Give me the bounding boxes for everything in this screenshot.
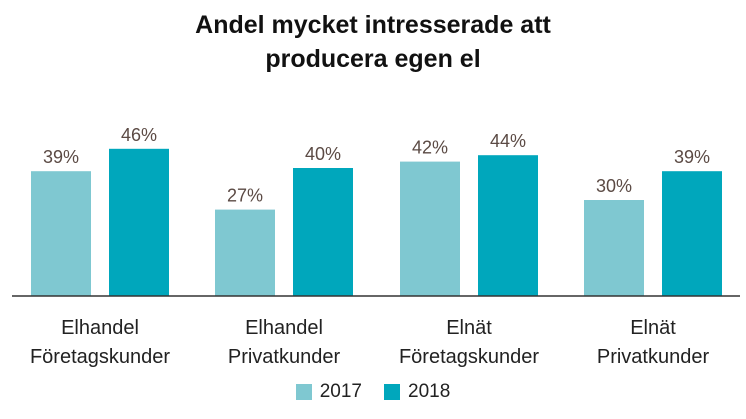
legend-swatch-2018 (384, 384, 400, 400)
data-label-2017-1: 27% (227, 186, 263, 206)
category-label-1-line-2: Privatkunder (228, 346, 341, 368)
data-label-2018-0: 46% (121, 125, 157, 145)
bar-2017-0 (31, 171, 91, 296)
category-label-2-line-2: Företagskunder (399, 346, 539, 368)
data-label-2017-0: 39% (43, 147, 79, 167)
chart-title: Andel mycket intresserade att producera … (0, 8, 746, 76)
bar-2017-3 (584, 200, 644, 296)
chart-title-line-1: Andel mycket intresserade att (195, 11, 551, 39)
category-label-3-line-2: Privatkunder (597, 346, 710, 368)
bar-2018-3 (662, 171, 722, 296)
bar-2017-1 (215, 209, 275, 296)
chart-title-line-2: producera egen el (265, 45, 481, 73)
data-label-2018-1: 40% (305, 144, 341, 164)
legend-swatch-2017 (295, 384, 312, 400)
bar-2018-0 (109, 148, 169, 296)
legend-label-2018: 2018 (408, 381, 451, 402)
bar-2018-2 (478, 155, 538, 296)
bar-2017-2 (400, 161, 460, 296)
category-label-1-line-1: Elhandel (245, 317, 323, 339)
legend-item-2018: 2018 (384, 381, 450, 403)
data-label-2018-3: 39% (674, 147, 710, 167)
bar-2018-1 (293, 168, 353, 296)
category-label-3-line-1: Elnät (630, 317, 676, 339)
legend-label-2017: 2017 (319, 381, 362, 402)
data-label-2018-2: 44% (490, 131, 526, 151)
chart-legend: 2017 2018 (0, 381, 746, 403)
category-label-0-line-1: Elhandel (61, 317, 139, 339)
category-label-0-line-2: Företagskunder (30, 346, 170, 368)
category-label-2-line-1: Elnät (446, 317, 492, 339)
legend-item-2017: 2017 (295, 381, 362, 403)
data-label-2017-3: 30% (596, 176, 632, 196)
data-label-2017-2: 42% (412, 138, 448, 158)
